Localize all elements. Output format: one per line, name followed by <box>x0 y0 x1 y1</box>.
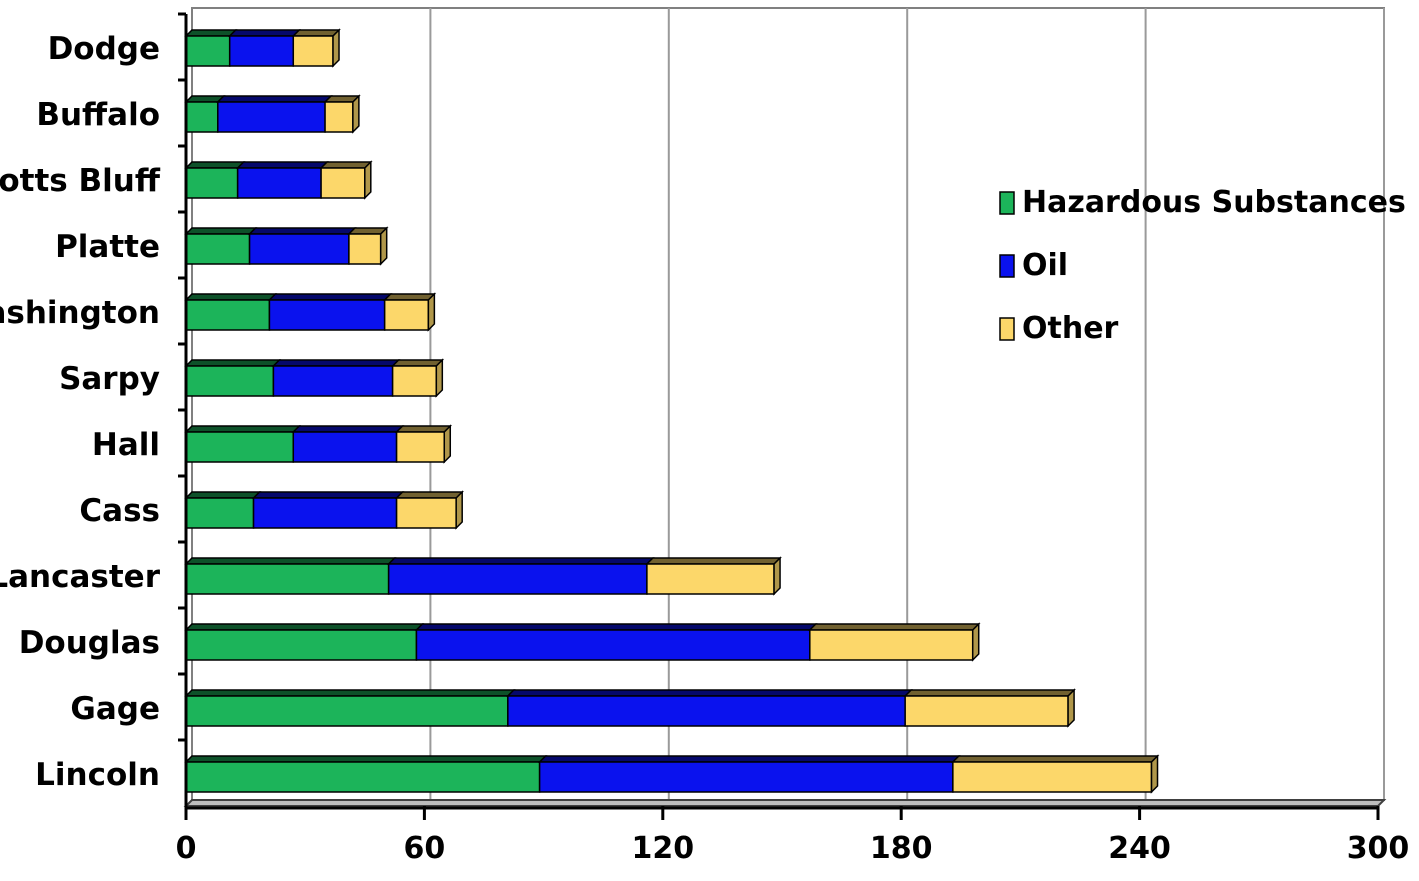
bar-douglas-hazardous-substances <box>184 623 425 661</box>
bar-lancaster-oil <box>386 557 655 595</box>
bar-sarpy-other <box>390 358 445 398</box>
bar-hall-oil <box>291 425 405 463</box>
legend-swatch-hazardous-substances <box>999 191 1015 215</box>
bar-lincoln-other <box>951 754 1160 794</box>
bar-washington-hazardous-substances <box>184 293 278 331</box>
legend-label-hazardous-substances: Hazardous Substances <box>1022 185 1406 220</box>
legend-label-oil: Oil <box>1022 248 1068 283</box>
legend-label-other: Other <box>1022 311 1119 346</box>
grid-layer <box>191 7 1385 801</box>
bars-layer <box>184 28 1160 794</box>
bar-platte-oil <box>247 227 357 265</box>
plot-back-wall <box>191 7 1385 801</box>
category-label-lancaster: Lancaster <box>0 559 161 595</box>
bar-lincoln-oil <box>537 755 961 793</box>
category-label-douglas: Douglas <box>19 625 160 661</box>
axes-layer <box>178 12 1387 820</box>
category-label-dodge: Dodge <box>48 31 160 67</box>
bar-washington-other <box>382 292 437 332</box>
bar-cass-other <box>394 490 464 530</box>
x-tick-label-300: 300 <box>1347 831 1410 866</box>
x-tick-label-120: 120 <box>631 831 694 866</box>
bar-platte-hazardous-substances <box>184 227 258 265</box>
category-label-scotts-bluff: Scotts Bluff <box>0 163 161 199</box>
bar-platte-other <box>347 226 389 266</box>
bar-dodge-hazardous-substances <box>184 29 238 67</box>
x-tick-label-180: 180 <box>870 831 933 866</box>
labels-layer: 0 60 120 180 240 300 Lincoln Gage Douglas Lancast… <box>0 31 1409 866</box>
category-label-cass: Cass <box>79 493 160 529</box>
category-label-gage: Gage <box>70 691 160 727</box>
bar-dodge-other <box>291 28 341 68</box>
bar-scotts-bluff-hazardous-substances <box>184 161 246 199</box>
bar-scotts-bluff-oil <box>235 161 329 199</box>
x-tick-label-60: 60 <box>404 831 446 866</box>
x-tick-label-0: 0 <box>176 831 197 866</box>
bar-lancaster-hazardous-substances <box>184 557 397 595</box>
bar-lincoln-hazardous-substances <box>184 755 548 793</box>
category-label-buffalo: Buffalo <box>36 97 160 133</box>
bar-hall-other <box>394 424 453 464</box>
bar-hall-hazardous-substances <box>184 425 302 463</box>
bar-douglas-other <box>808 622 981 662</box>
legend-swatch-oil <box>999 254 1015 278</box>
bar-sarpy-oil <box>271 359 401 397</box>
bar-gage-oil <box>506 689 913 727</box>
category-label-lincoln: Lincoln <box>35 757 160 793</box>
plot-floor <box>183 799 1387 807</box>
bar-gage-other <box>903 688 1076 728</box>
bar-lancaster-other <box>645 556 782 596</box>
bar-cass-oil <box>251 491 405 529</box>
x-tick-label-240: 240 <box>1108 831 1171 866</box>
legend-swatch-other <box>999 317 1015 341</box>
bar-dodge-oil <box>227 29 302 67</box>
bar-douglas-oil <box>414 623 818 661</box>
category-label-washington: Washington <box>0 295 160 331</box>
bar-scotts-bluff-other <box>319 160 373 200</box>
bar-washington-oil <box>267 293 393 331</box>
category-label-sarpy: Sarpy <box>59 361 160 397</box>
bar-cass-hazardous-substances <box>184 491 262 529</box>
bar-sarpy-hazardous-substances <box>184 359 282 397</box>
bar-buffalo-oil <box>215 95 333 133</box>
bar-gage-hazardous-substances <box>184 689 516 727</box>
category-label-hall: Hall <box>92 427 160 463</box>
bar-buffalo-other <box>323 94 361 134</box>
legend: Hazardous Substances Oil Other <box>999 185 1406 346</box>
category-label-platte: Platte <box>55 229 160 265</box>
